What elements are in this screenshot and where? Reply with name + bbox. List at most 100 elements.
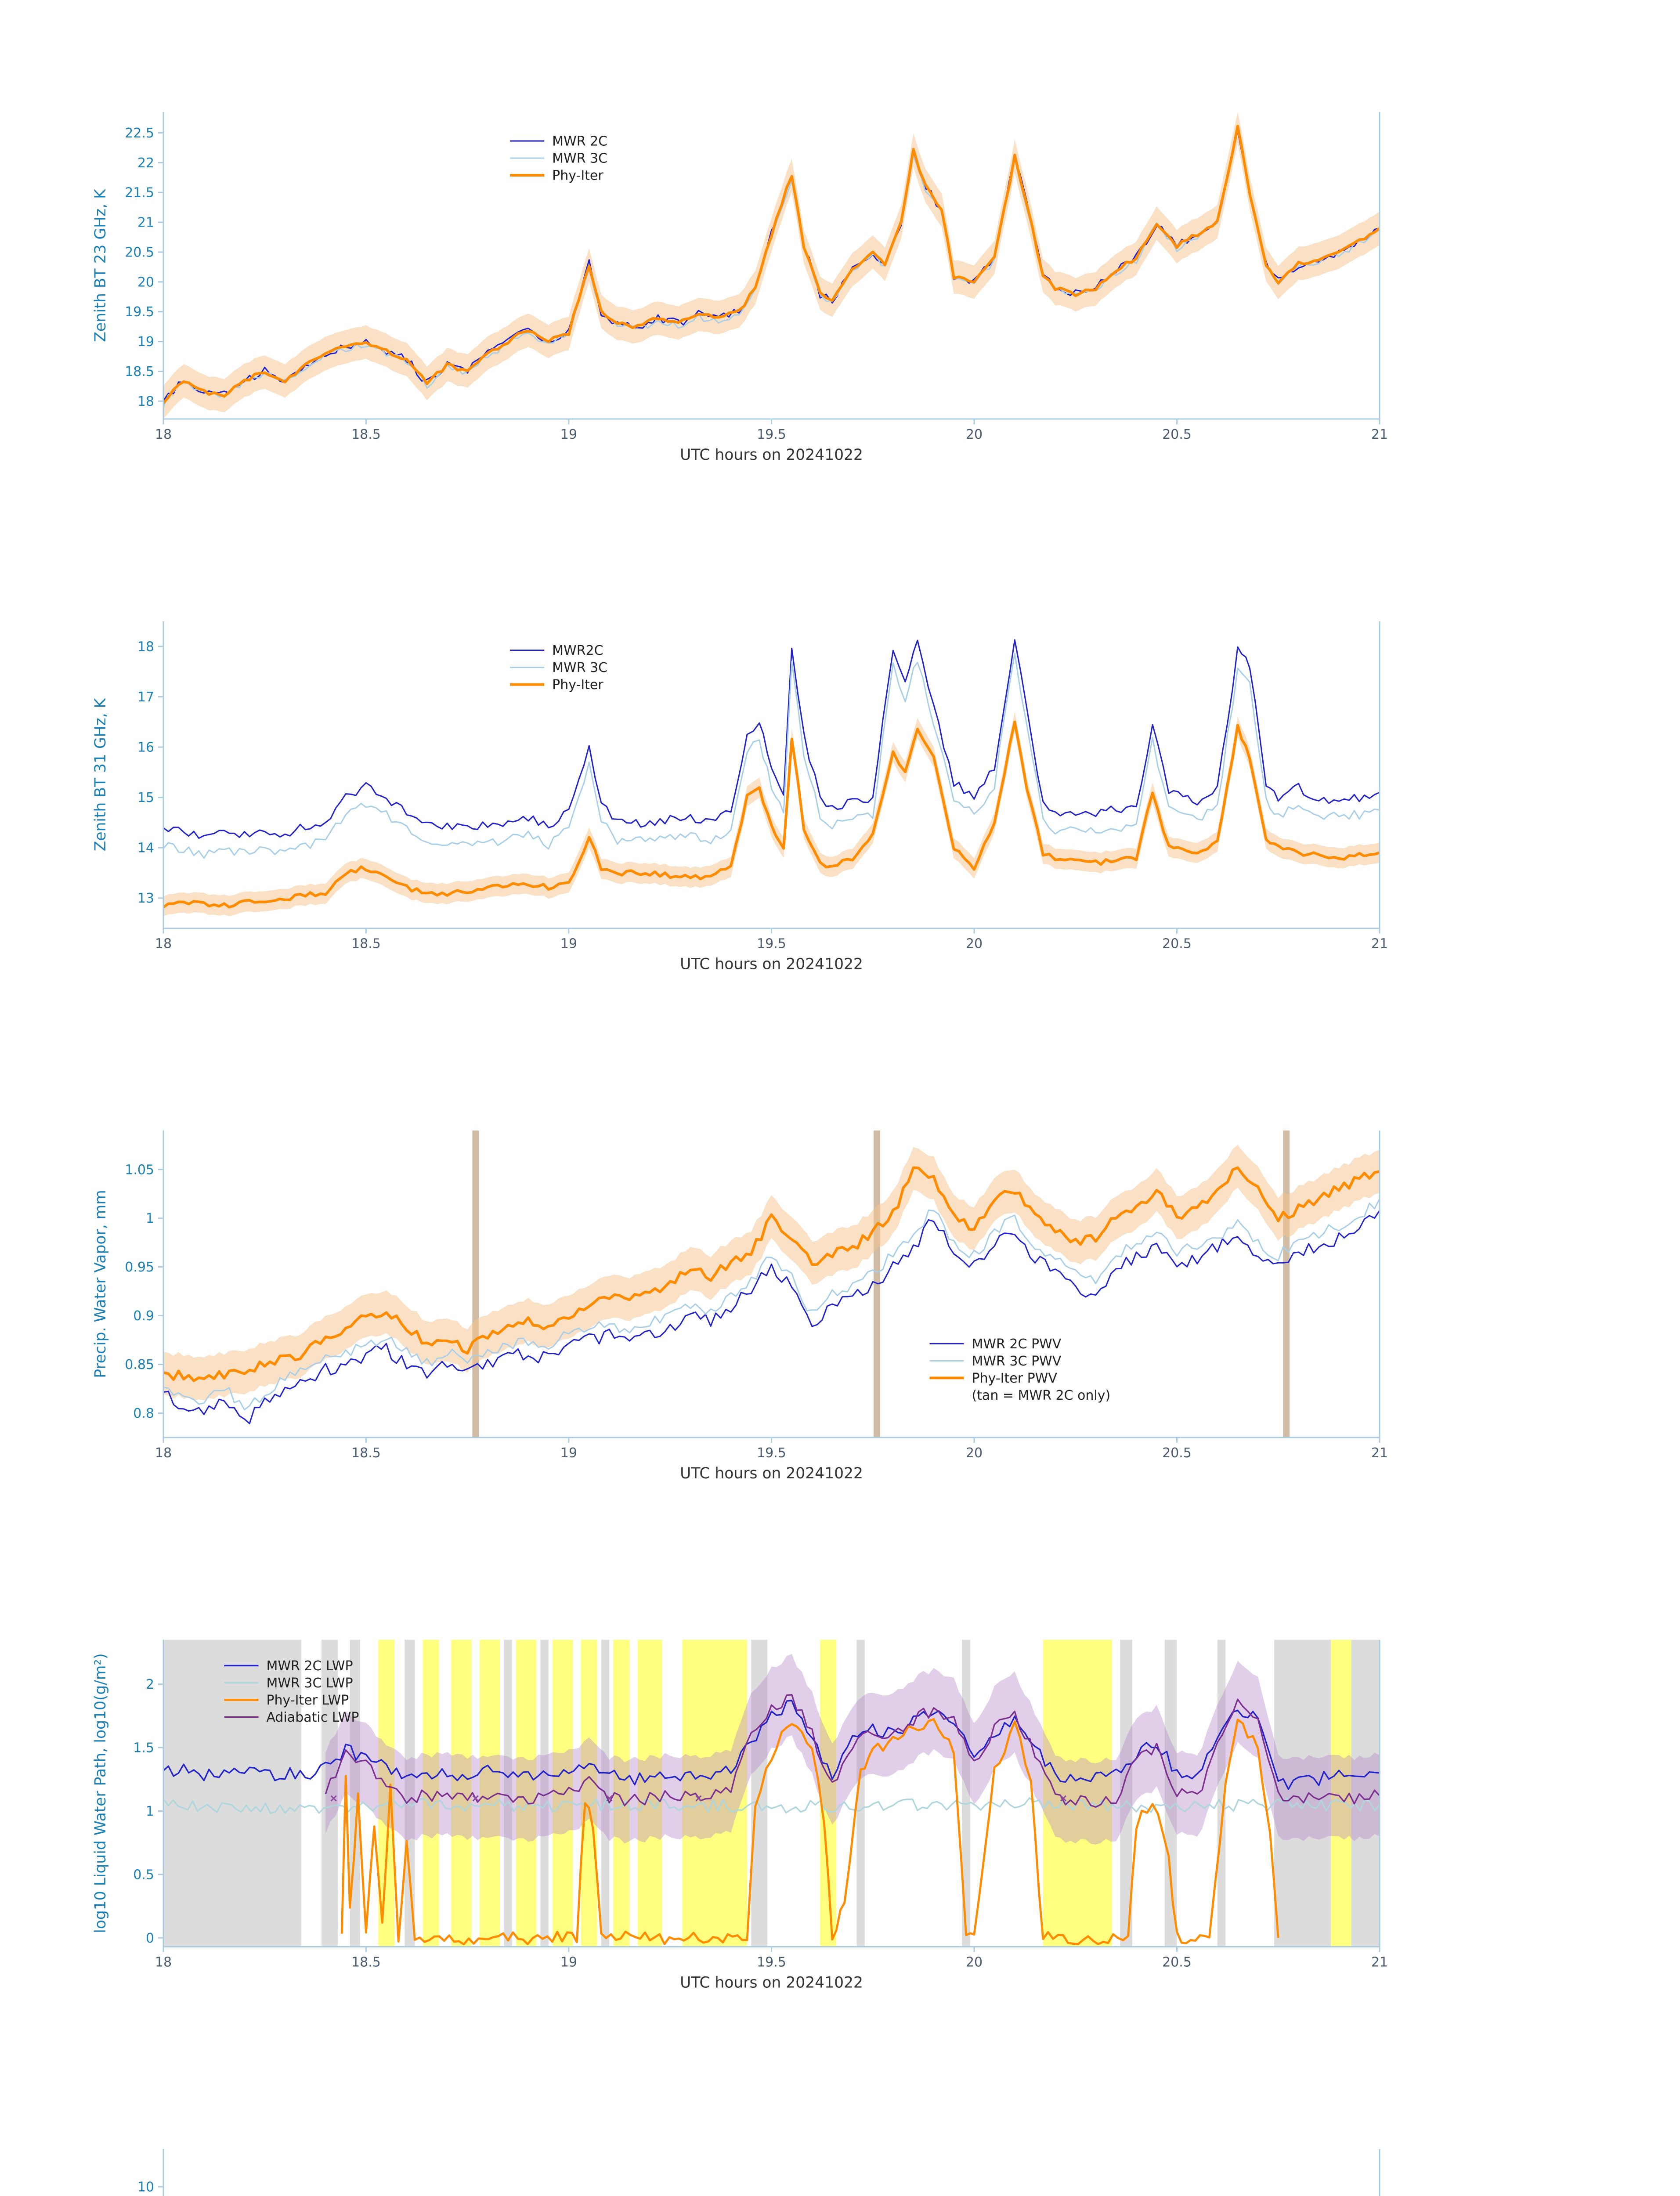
x-tick-label: 21 <box>1371 1445 1388 1461</box>
y-tick-label: 0.95 <box>125 1260 154 1275</box>
series-mwr-2c-lwp <box>163 1700 1380 1790</box>
x-tick-label: 21 <box>1371 936 1388 952</box>
y-tick-label: 19 <box>137 334 154 350</box>
series-mwr-2c-pwv <box>163 1210 1380 1424</box>
y-tick-label: 0 <box>146 1931 154 1946</box>
y-tick-label: 14 <box>137 841 154 856</box>
x-tick-label: 18.5 <box>351 427 381 442</box>
plot-area <box>163 1640 1380 1947</box>
series-mwr-3c <box>163 653 1380 859</box>
legend-label: MWR 3C PWV <box>972 1354 1061 1369</box>
background-band <box>1274 1640 1331 1947</box>
plot-area <box>163 1131 1380 1438</box>
legend-label: MWR 3C LWP <box>266 1676 353 1691</box>
background-band <box>856 1640 865 1947</box>
plot-area <box>163 112 1380 419</box>
y-tick-label: 2 <box>146 1677 154 1692</box>
legend-label: MWR 3C <box>552 151 607 166</box>
y-tick-label: 1 <box>146 1211 154 1226</box>
y-tick-label: 19.5 <box>125 304 154 320</box>
x-tick-label: 19 <box>560 427 577 442</box>
legend-label: MWR 2C <box>552 134 607 149</box>
y-tick-label: 15 <box>137 790 154 805</box>
legend-note: (tan = MWR 2C only) <box>972 1388 1110 1403</box>
y-tick-label: 1.05 <box>125 1162 154 1177</box>
series-mwr-3c <box>163 128 1380 408</box>
y-tick-label: 0.5 <box>133 1867 154 1882</box>
x-tick-label: 18.5 <box>351 1955 381 1970</box>
x-tick-label: 18 <box>155 427 172 442</box>
legend-label: MWR2C <box>552 643 603 658</box>
x-tick-label: 21 <box>1371 1955 1388 1970</box>
panel-3: 18 18.5 19 19.5 20 20.5 21 0.8 0.85 0.9 0.95 1 1.05 U… <box>92 1131 1388 1482</box>
background-band <box>504 1640 512 1947</box>
y-tick-label: 21.5 <box>125 185 154 201</box>
background-band <box>820 1640 837 1947</box>
x-tick-label: 20 <box>966 1955 983 1970</box>
x-tick-label: 19 <box>560 936 577 952</box>
x-tick-label: 20.5 <box>1162 936 1192 952</box>
x-marker <box>1060 1795 1067 1802</box>
x-tick-label: 20 <box>966 427 983 442</box>
plot-area <box>163 639 1380 917</box>
x-tick-label: 19.5 <box>757 936 786 952</box>
series-adiabatic-lwp <box>325 1694 1380 1808</box>
x-marker <box>606 1795 613 1802</box>
x-tick-label: 19.5 <box>757 1955 786 1970</box>
x-tick-label: 20.5 <box>1162 1955 1192 1970</box>
background-band <box>581 1640 597 1947</box>
background-band <box>553 1640 573 1947</box>
background-band <box>405 1640 415 1947</box>
background-band <box>516 1640 537 1947</box>
y-tick-label: 0.85 <box>125 1357 154 1372</box>
x-axis-label: UTC hours on 20241022 <box>680 1974 863 1992</box>
background-band <box>540 1640 549 1947</box>
x-tick-label: 19 <box>560 1955 577 1970</box>
y-axis-label: log10 Liquid Water Path, log10(g/m²) <box>92 1653 109 1933</box>
background-band <box>321 1640 338 1947</box>
background-band <box>163 1640 301 1947</box>
x-axis-label: UTC hours on 20241022 <box>680 1465 863 1482</box>
legend-label: Adiabatic LWP <box>266 1710 359 1725</box>
y-tick-label: 0.8 <box>133 1406 154 1421</box>
legend: MWR 2C MWR 3C Phy-Iter <box>510 134 607 183</box>
panel-4: 18 18.5 19 19.5 20 20.5 21 0 0.5 1 1.5 2 UTC hours o… <box>92 1640 1388 1992</box>
y-tick-label: 0.9 <box>133 1308 154 1324</box>
background-band <box>1217 1640 1226 1947</box>
background-band <box>682 1640 748 1947</box>
x-tick-label: 18 <box>155 1955 172 1970</box>
uncertainty-band-phy-iter <box>163 712 1380 917</box>
x-tick-label: 18.5 <box>351 936 381 952</box>
y-tick-label: 18 <box>137 639 154 654</box>
y-tick-label: 18 <box>137 394 154 409</box>
legend: MWR2C MWR 3C Phy-Iter <box>510 643 607 693</box>
y-tick-label: 22.5 <box>125 126 154 141</box>
y-tick-label: 1 <box>146 1804 154 1819</box>
legend-label: Phy-Iter <box>552 677 603 693</box>
legend-label: MWR 2C LWP <box>266 1658 353 1674</box>
y-tick-label: 1.5 <box>133 1741 154 1756</box>
legend-label: MWR 3C <box>552 660 607 675</box>
panel-1: 18 18.5 19 19.5 20 20.5 21 18 18.5 19 19.5 20 20.5 21… <box>92 112 1388 464</box>
x-tick-label: 18.5 <box>351 1445 381 1461</box>
y-tick-label: 18.5 <box>125 364 154 379</box>
x-tick-label: 18 <box>155 1445 172 1461</box>
series-mwr2c <box>163 639 1380 839</box>
legend-label: Phy-Iter <box>552 168 603 183</box>
x-tick-label: 19.5 <box>757 1445 786 1461</box>
series-phy-iter-lwp <box>340 1718 1279 1946</box>
background-band <box>472 1131 479 1438</box>
x-tick-label: 18 <box>155 936 172 952</box>
series-mwr-3c-lwp <box>163 1797 1380 1814</box>
y-axis-label: Zenith BT 23 GHz, K <box>92 188 109 342</box>
x-tick-label: 21 <box>1371 427 1388 442</box>
legend-label: Phy-Iter PWV <box>972 1371 1057 1386</box>
uncertainty-band-phy-iter-pwv <box>163 1145 1380 1401</box>
y-tick-label: 16 <box>137 740 154 755</box>
series-mwr-3c-pwv <box>163 1198 1380 1411</box>
y-tick-label: 20 <box>137 274 154 290</box>
panel-2: 18 18.5 19 19.5 20 20.5 21 13 14 15 16 17 18 UTC hour… <box>92 621 1388 973</box>
legend: MWR 2C LWP MWR 3C LWP Phy-Iter LWP Adiabati… <box>224 1658 359 1725</box>
